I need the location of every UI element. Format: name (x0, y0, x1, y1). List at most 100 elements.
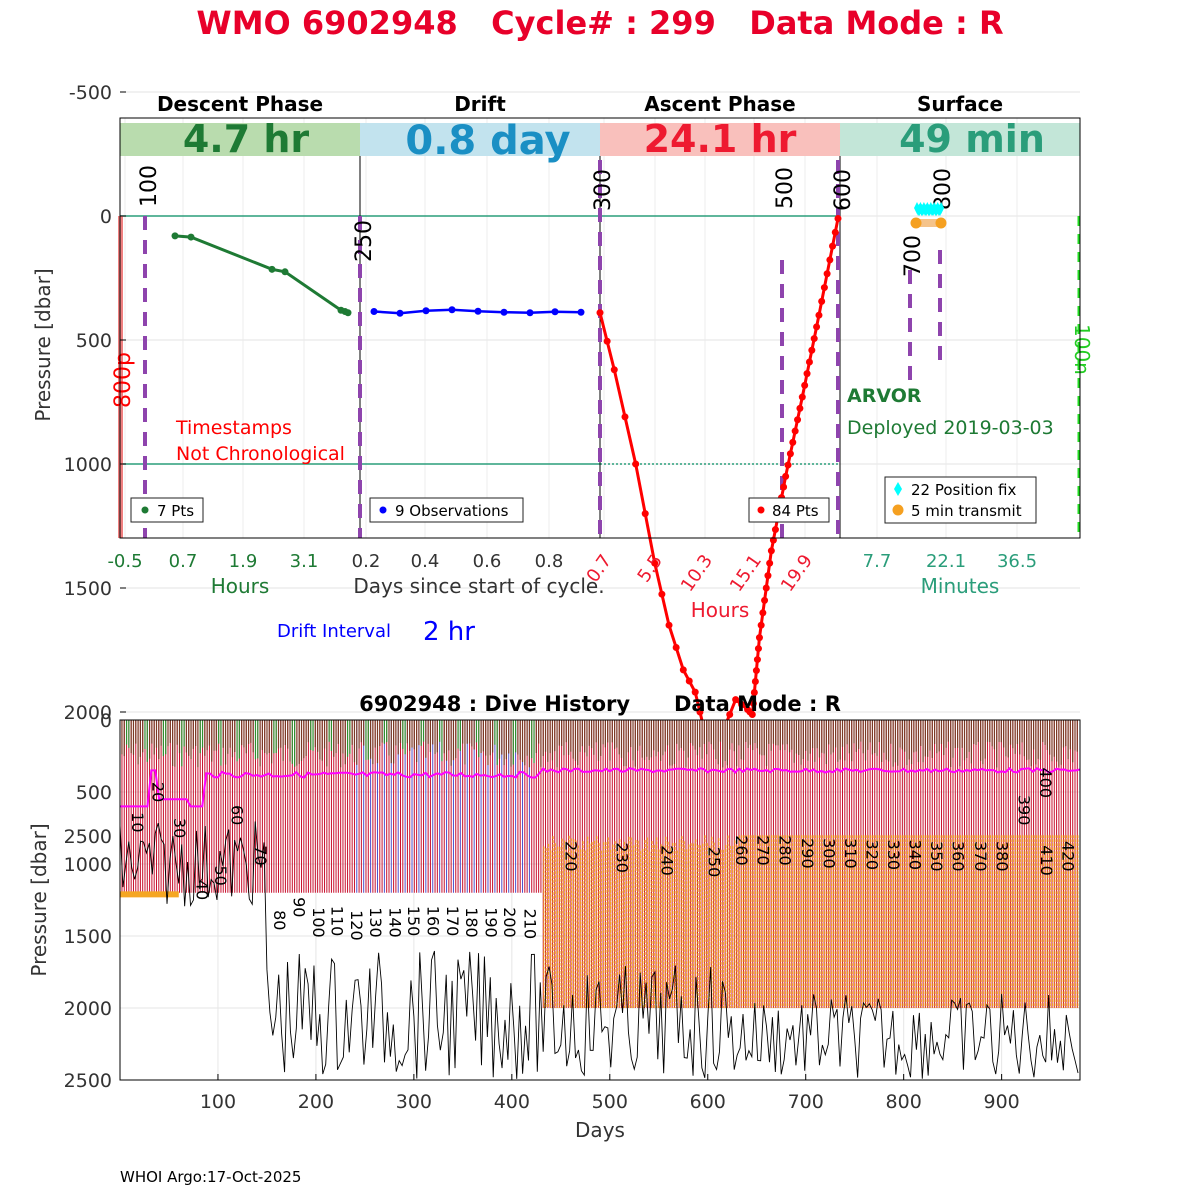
ascent-point (826, 256, 834, 264)
footer-credit: WHOI Argo:17-Oct-2025 (120, 1168, 301, 1186)
ascent-point (752, 667, 760, 675)
drift-point (370, 307, 378, 315)
ascent-point (829, 242, 837, 250)
drift-point (396, 309, 404, 317)
top-x-tick-label: -0.5 (107, 551, 142, 572)
top-y-tick-label: 2000 (64, 702, 112, 724)
top-x-tick-label: 36.5 (997, 551, 1037, 572)
early-ascent-band (120, 891, 179, 898)
drift-x-axis-label: Days since start of cycle. (353, 574, 604, 598)
cycle-label: 240 (658, 845, 677, 876)
descent-point (344, 309, 352, 317)
bottom-x-tick-labels: 100 200 300 400 500 600 700 800 900 (200, 1074, 1020, 1113)
ascent-point (749, 699, 757, 707)
top-x-tick-label: 22.1 (926, 551, 966, 572)
ascent-point (685, 677, 693, 685)
drift-point (577, 308, 585, 316)
cycle-label: 380 (993, 841, 1012, 872)
ascent-point (784, 461, 792, 469)
dive-history-lines (119, 767, 1081, 1079)
ascent-point (815, 311, 823, 319)
drift-point (551, 308, 559, 316)
marker-800-label: 800 (931, 168, 956, 210)
ascent-point (796, 404, 804, 412)
float-type: ARVOR (847, 385, 922, 407)
ascent-point (759, 609, 767, 617)
top-y-tick-labels: -500 0 500 1000 1500 2000 2500 (64, 82, 126, 848)
bottom-y-tick-labels: 0 500 1000 1500 2000 2500 (64, 710, 112, 1092)
cycle-label: 40 (192, 880, 211, 900)
bottom-y-tick-label: 2500 (64, 1070, 112, 1092)
top-x-tick-label: 0.7 (169, 551, 198, 572)
cycle-label: 120 (347, 910, 366, 941)
cycle-label: 350 (927, 841, 946, 872)
ascent-point (810, 335, 818, 343)
cycle-label: 160 (424, 906, 443, 937)
marker-100n-label: 100n (1070, 324, 1094, 375)
top-y-tick-label: 0 (100, 206, 112, 228)
ascent-point (762, 584, 770, 592)
ascent-point (751, 678, 759, 686)
drift-interval-label: Drift Interval (277, 621, 391, 642)
descent-x-axis-label: Hours (211, 574, 270, 598)
surface-phase-title: Surface (917, 92, 1003, 116)
bottom-y-tick-label: 1500 (64, 926, 112, 948)
ascent-point (808, 346, 816, 354)
cycle-label: 30 (170, 818, 189, 838)
top-x-tick-label: 0.4 (411, 551, 440, 572)
bottom-x-axis-label: Days (575, 1118, 625, 1142)
transmit-legend-marker (892, 504, 904, 516)
deployment-date: Deployed 2019-03-03 (847, 417, 1054, 439)
dive-history-title: 6902948 : Dive History Data Mode : R (359, 692, 841, 716)
figure-title: WMO 6902948 Cycle# : 299 Data Mode : R (196, 4, 1003, 42)
surface-legend-box (884, 476, 1037, 524)
drift-point (422, 307, 430, 315)
top-y-tick-label: -500 (69, 82, 112, 104)
position-fix-series (914, 202, 945, 216)
ascent-point (603, 337, 611, 345)
ascent-x-axis-label: Hours (691, 598, 750, 622)
ascent-point (823, 270, 831, 278)
cycle-label: 20 (148, 782, 167, 802)
drift-point (526, 309, 534, 317)
top-x-tick-label: 0.8 (535, 551, 564, 572)
top-x-tick-label: 7.7 (863, 551, 892, 572)
top-x-tick-label: 1.9 (229, 551, 258, 572)
ascent-point (820, 284, 828, 292)
marker-800p-label: 800p (111, 352, 136, 408)
bottom-y-tick-label: 1000 (64, 854, 112, 876)
top-y-tick-label: 500 (76, 330, 112, 352)
ascent-x-tick-label: 5.5 (633, 551, 667, 587)
marker-600-label: 600 (831, 169, 856, 211)
ascent-point (665, 621, 673, 629)
ascent-point (818, 297, 826, 305)
cycle-label: 320 (862, 840, 881, 871)
descent-point (281, 268, 289, 276)
descent-legend-marker (141, 506, 149, 514)
marker-300-label: 300 (591, 169, 616, 211)
ascent-point (780, 483, 788, 491)
cycle-label: 50 (211, 865, 230, 885)
ascent-point (651, 559, 659, 567)
top-y-tick-label: 1500 (64, 578, 112, 600)
cycle-label: 150 (404, 906, 423, 937)
bottom-x-tick-label: 900 (983, 1091, 1019, 1113)
descent-legend-text: 7 Pts (157, 502, 194, 520)
ascent-phase-title: Ascent Phase (644, 92, 795, 116)
cycle-label: 170 (443, 906, 462, 937)
descent-point (171, 232, 179, 240)
ascent-point (641, 510, 649, 518)
cycle-label: 340 (906, 840, 925, 871)
ascent-point (753, 656, 761, 664)
transmit-legend-text: 5 min transmit (911, 502, 1022, 520)
ascent-point (632, 460, 640, 468)
ascent-point (786, 450, 794, 458)
cycle-label: 90 (289, 897, 308, 917)
position-fix-legend-text: 22 Position fix (911, 481, 1016, 499)
ascent-x-tick-label: 10.3 (677, 551, 717, 596)
ascent-point (672, 644, 680, 652)
surface-duration-band (840, 123, 1080, 156)
top-y-tick-label: 2500 (64, 826, 112, 848)
cycle-label: 300 (819, 838, 838, 869)
